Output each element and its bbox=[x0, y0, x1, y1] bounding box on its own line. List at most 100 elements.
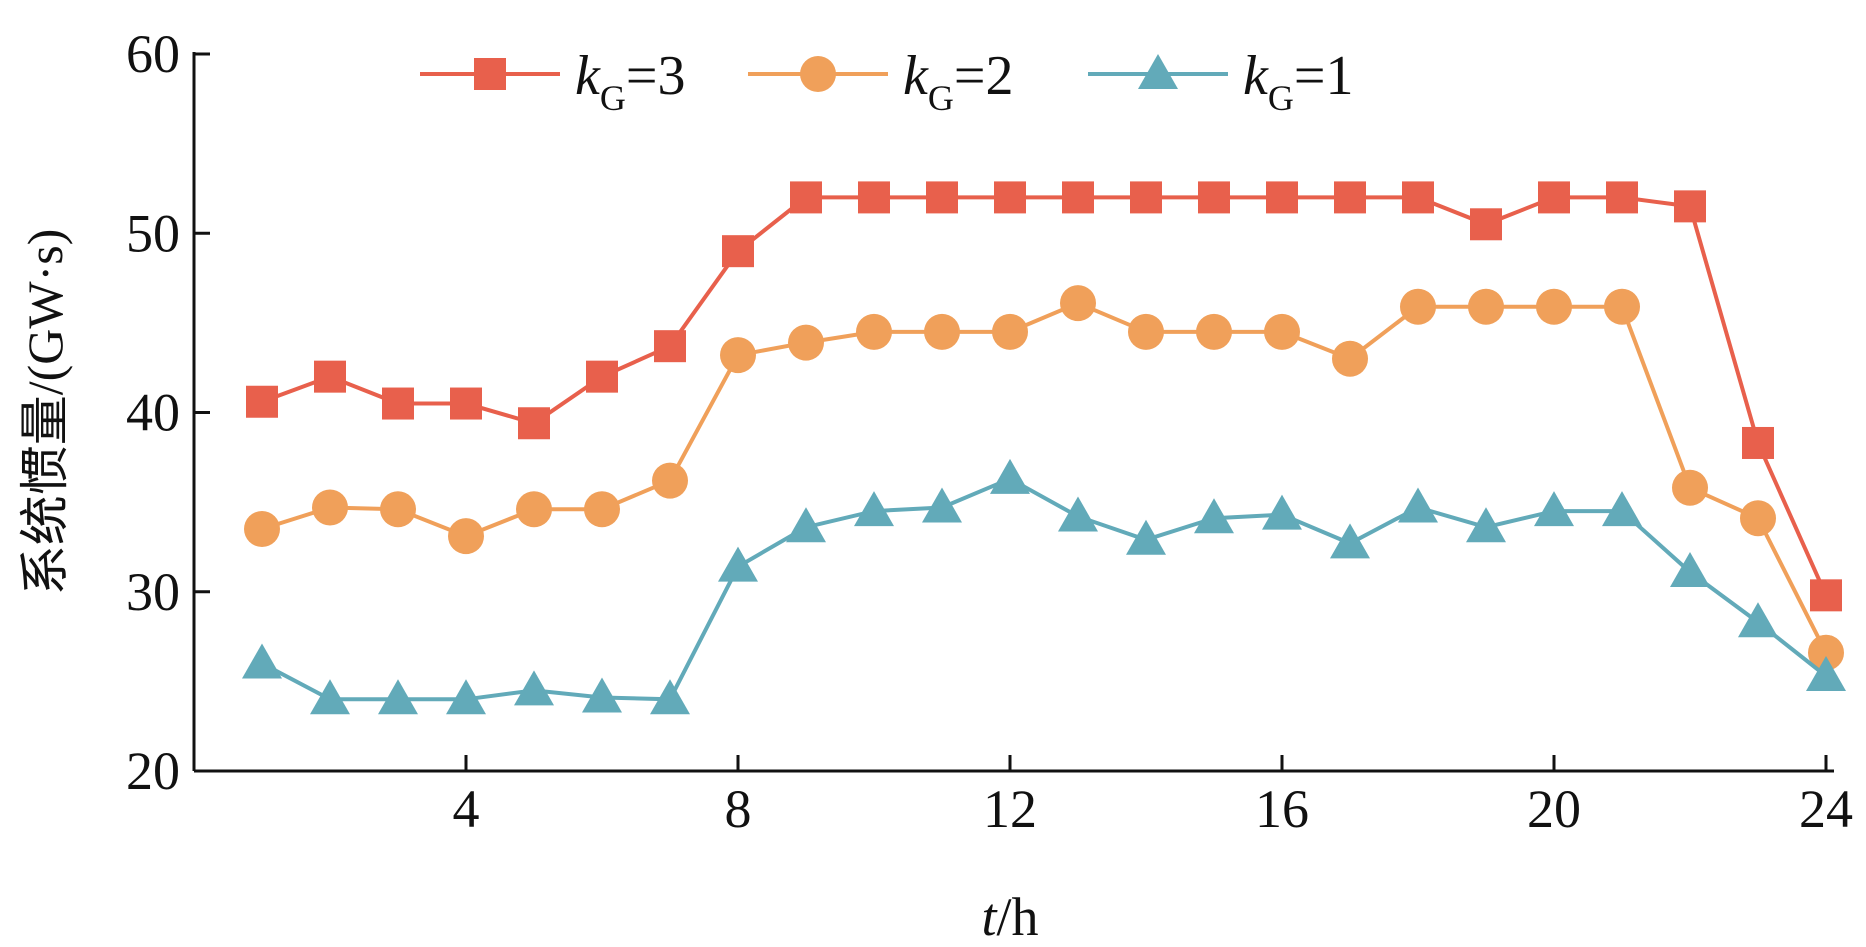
data-point bbox=[1330, 523, 1370, 559]
data-point bbox=[788, 324, 824, 361]
data-point bbox=[314, 360, 346, 393]
data-point bbox=[1806, 655, 1846, 691]
data-point bbox=[650, 679, 690, 715]
data-point bbox=[790, 181, 822, 214]
legend-marker bbox=[1138, 54, 1178, 89]
data-point bbox=[516, 491, 552, 528]
data-point bbox=[1262, 494, 1302, 530]
data-point bbox=[1264, 313, 1300, 350]
legend-item: kG=3 bbox=[420, 45, 685, 118]
y-tick-label: 60 bbox=[126, 24, 180, 84]
data-point bbox=[1810, 579, 1842, 612]
data-point bbox=[722, 235, 754, 268]
x-tick-label: 8 bbox=[725, 779, 752, 839]
legend-marker bbox=[474, 58, 506, 90]
series-line bbox=[261, 476, 1828, 702]
legend-label-value: =2 bbox=[954, 45, 1014, 107]
data-point bbox=[244, 511, 280, 548]
legend-label: kG=2 bbox=[903, 45, 1013, 118]
data-point bbox=[450, 387, 482, 420]
data-point bbox=[924, 313, 960, 350]
data-point bbox=[990, 458, 1030, 494]
y-tick-label: 40 bbox=[126, 383, 180, 443]
data-point bbox=[1062, 181, 1094, 214]
data-point bbox=[1468, 288, 1504, 325]
x-axis-label: t/h bbox=[981, 887, 1038, 947]
y-tick-label: 30 bbox=[126, 562, 180, 622]
data-point bbox=[382, 387, 414, 420]
data-point bbox=[312, 489, 348, 526]
legend-marker bbox=[800, 56, 836, 92]
y-tick-label: 20 bbox=[126, 741, 180, 801]
series-2 bbox=[242, 458, 1846, 715]
data-point bbox=[1466, 507, 1506, 543]
data-point bbox=[1470, 208, 1502, 241]
legend-label-var: k bbox=[1243, 45, 1269, 107]
data-point bbox=[448, 518, 484, 555]
data-point bbox=[720, 337, 756, 374]
data-point bbox=[518, 407, 550, 440]
data-point bbox=[926, 181, 958, 214]
data-point bbox=[378, 679, 418, 715]
x-axis-label-unit: /h bbox=[997, 887, 1039, 947]
series-0 bbox=[246, 181, 1842, 612]
data-point bbox=[1398, 487, 1438, 523]
data-point bbox=[584, 491, 620, 528]
legend-item: kG=2 bbox=[748, 45, 1013, 118]
data-point bbox=[1266, 181, 1298, 214]
data-point bbox=[786, 507, 826, 543]
x-tick-label: 12 bbox=[983, 779, 1037, 839]
legend-label-sub: G bbox=[1268, 78, 1294, 118]
legend-label-value: =3 bbox=[626, 45, 686, 107]
legend-label-sub: G bbox=[928, 78, 954, 118]
data-point bbox=[994, 181, 1026, 214]
data-point bbox=[514, 670, 554, 706]
x-axis-label-var: t bbox=[981, 887, 998, 947]
data-point bbox=[1606, 181, 1638, 214]
legend-label-var: k bbox=[903, 45, 929, 107]
x-tick-label: 20 bbox=[1527, 779, 1581, 839]
data-point bbox=[654, 330, 686, 363]
data-point bbox=[1130, 181, 1162, 214]
data-point bbox=[242, 643, 282, 679]
data-point bbox=[1196, 313, 1232, 350]
data-point bbox=[1808, 634, 1844, 671]
data-point bbox=[246, 385, 278, 418]
legend-label-var: k bbox=[575, 45, 601, 107]
data-point bbox=[1194, 498, 1234, 534]
y-axis-label: 系统惯量/(GW·s) bbox=[17, 229, 73, 596]
data-point bbox=[1534, 491, 1574, 527]
data-point bbox=[1402, 181, 1434, 214]
data-point bbox=[858, 181, 890, 214]
data-point bbox=[1674, 190, 1706, 223]
data-point bbox=[1128, 313, 1164, 350]
data-point bbox=[1538, 181, 1570, 214]
legend: kG=3 kG=2 kG=1 bbox=[420, 45, 1353, 118]
data-point bbox=[1198, 181, 1230, 214]
data-point bbox=[856, 313, 892, 350]
legend-item: kG=1 bbox=[1088, 45, 1353, 118]
data-point bbox=[1332, 340, 1368, 377]
data-point bbox=[1334, 181, 1366, 214]
axes: 20 30 40 50 60 4 8 12 16 20 24 bbox=[126, 24, 1853, 839]
legend-label-value: =1 bbox=[1294, 45, 1354, 107]
data-point bbox=[380, 491, 416, 528]
data-point bbox=[1742, 426, 1774, 459]
x-tick-label: 24 bbox=[1799, 779, 1853, 839]
legend-label-sub: G bbox=[600, 78, 626, 118]
data-point bbox=[582, 677, 622, 713]
series-line bbox=[261, 300, 1828, 654]
data-point bbox=[1126, 519, 1166, 555]
data-point bbox=[1536, 288, 1572, 325]
data-point bbox=[1604, 288, 1640, 325]
y-tick-label: 50 bbox=[126, 203, 180, 263]
data-point bbox=[1670, 552, 1710, 588]
data-point bbox=[992, 313, 1028, 350]
legend-label: kG=3 bbox=[575, 45, 685, 118]
data-point bbox=[310, 679, 350, 715]
data-point bbox=[1400, 288, 1436, 325]
data-point bbox=[1060, 285, 1096, 322]
data-point bbox=[1058, 496, 1098, 532]
x-tick-label: 16 bbox=[1255, 779, 1309, 839]
